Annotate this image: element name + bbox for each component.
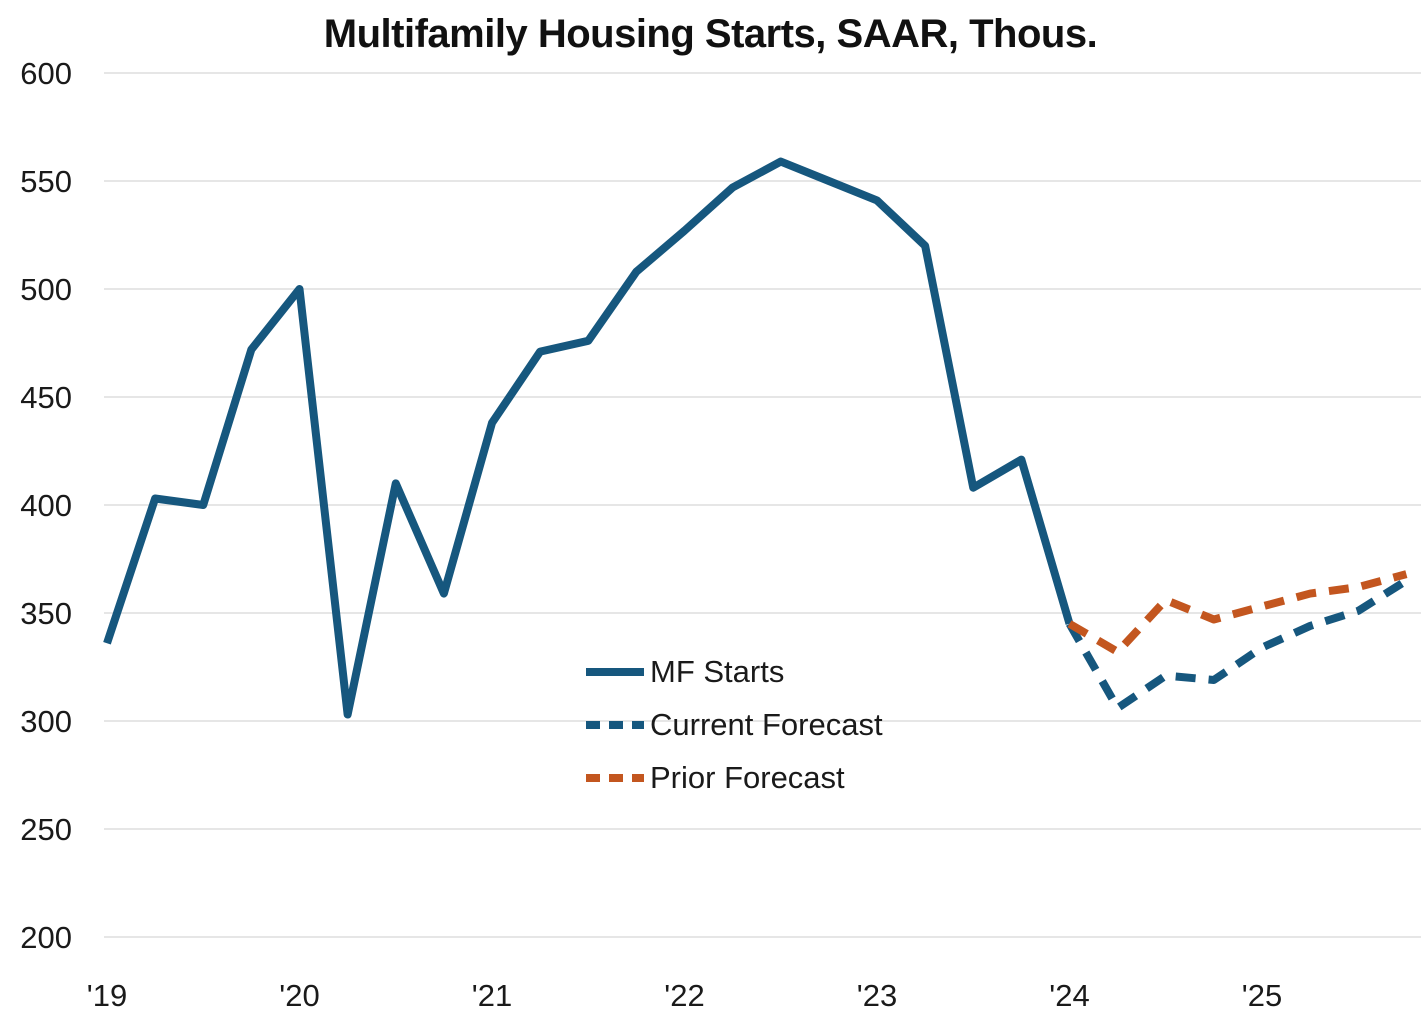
series-line-prior-forecast bbox=[1067, 570, 1408, 656]
y-tick-label: 300 bbox=[20, 704, 72, 739]
x-tick-label: '19 bbox=[87, 978, 127, 1013]
x-tick-label: '23 bbox=[857, 978, 897, 1013]
legend-item-prior-forecast: Prior Forecast bbox=[584, 751, 883, 804]
chart-legend: MF Starts Current Forecast Prior Forecas… bbox=[584, 645, 883, 804]
y-tick-label: 500 bbox=[20, 272, 72, 307]
mf-starts-line-sample bbox=[586, 667, 644, 676]
x-tick-label: '20 bbox=[279, 978, 319, 1013]
chart-title: Multifamily Housing Starts, SAAR, Thous. bbox=[323, 12, 1098, 56]
x-tick-label: '25 bbox=[1242, 978, 1282, 1013]
x-tick-label: '22 bbox=[664, 978, 704, 1013]
y-tick-label: 250 bbox=[20, 812, 72, 847]
legend-item-mf-starts: MF Starts bbox=[584, 645, 883, 698]
x-tick-label: '24 bbox=[1049, 978, 1089, 1013]
y-tick-label: 400 bbox=[20, 488, 72, 523]
y-tick-label: 600 bbox=[20, 56, 72, 91]
prior-forecast-line-sample bbox=[586, 773, 644, 782]
y-tick-label: 200 bbox=[20, 920, 72, 955]
y-tick-label: 350 bbox=[20, 596, 72, 631]
x-tick-label: '21 bbox=[472, 978, 512, 1013]
legend-label-mf-starts: MF Starts bbox=[650, 653, 785, 689]
y-tick-label: 550 bbox=[20, 164, 72, 199]
series-line-current-forecast bbox=[1066, 577, 1409, 713]
legend-item-current-forecast: Current Forecast bbox=[584, 698, 883, 751]
legend-label-current-forecast: Current Forecast bbox=[650, 706, 883, 742]
current-forecast-line-sample bbox=[586, 720, 644, 729]
legend-label-prior-forecast: Prior Forecast bbox=[650, 759, 845, 795]
series-line-mf-starts bbox=[103, 157, 1074, 719]
y-tick-label: 450 bbox=[20, 380, 72, 415]
